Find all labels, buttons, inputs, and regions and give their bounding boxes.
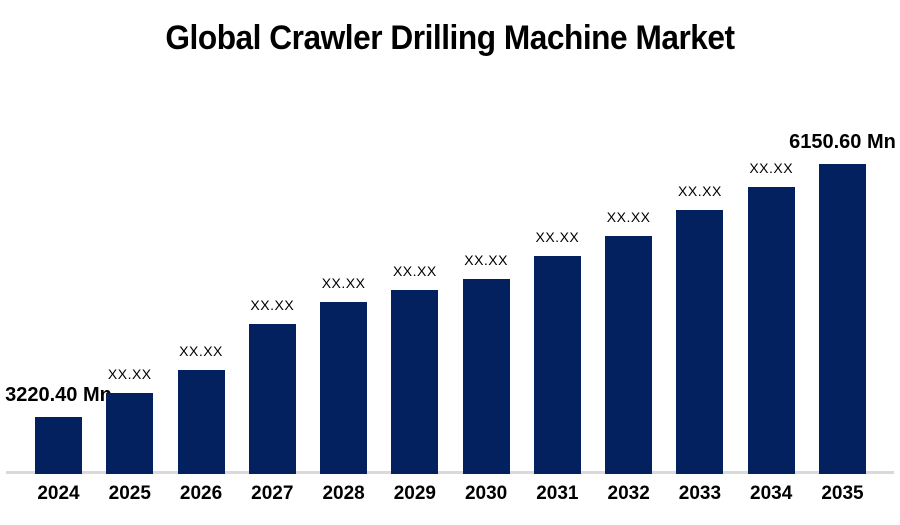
bar-value-label-2026: XX.XX — [179, 343, 223, 359]
bar-value-label-2024: 3220.40 Mn — [5, 384, 112, 406]
chart-title: Global Crawler Drilling Machine Market — [165, 19, 735, 57]
x-axis-label-2035: 2035 — [821, 483, 864, 504]
x-axis-label-2026: 2026 — [179, 483, 223, 504]
plot-area: 3220.40 Mn XX.XX XX.XX XX.XX XX.XX XX.XX XX.XX… — [5, 131, 896, 474]
bar-value-label-2035: 6150.60 Mn — [789, 131, 896, 153]
x-axis-label-2025: 2025 — [108, 483, 151, 504]
bar-2031 — [533, 256, 581, 474]
bar-2026 — [177, 370, 225, 474]
bar-value-label-2032: XX.XX — [606, 209, 651, 225]
x-axis-label-2027: 2027 — [251, 483, 294, 504]
bar-2035 — [818, 164, 866, 474]
x-axis-label-2033: 2033 — [678, 483, 722, 504]
x-axis-label-2034: 2034 — [750, 483, 793, 504]
x-axis-line — [6, 471, 894, 474]
x-axis-label-2032: 2032 — [607, 483, 650, 504]
bar-value-label-2033: XX.XX — [678, 183, 722, 199]
bar-2030 — [462, 279, 510, 474]
bar-value-label-2028: XX.XX — [321, 275, 366, 291]
x-axis-label-2028: 2028 — [322, 483, 365, 504]
x-axis-label-2029: 2029 — [393, 483, 436, 504]
bar-2025 — [106, 393, 154, 474]
bar-2029 — [391, 290, 439, 474]
x-axis-label-2024: 2024 — [37, 483, 80, 504]
bar-value-label-2034: XX.XX — [749, 160, 794, 176]
bar-2032 — [605, 236, 653, 474]
bar-value-label-2027: XX.XX — [250, 297, 295, 313]
bar-2028 — [320, 302, 368, 474]
bar-2033 — [676, 210, 724, 474]
bar-value-label-2030: XX.XX — [464, 252, 508, 268]
bar-value-label-2025: XX.XX — [107, 366, 152, 382]
bar-value-label-2029: XX.XX — [392, 263, 437, 279]
bar-2034 — [747, 187, 795, 474]
bar-value-label-2031: XX.XX — [535, 229, 580, 245]
bar-2027 — [248, 324, 296, 474]
x-axis-label-2031: 2031 — [536, 483, 579, 504]
bar-2024 — [35, 417, 82, 474]
x-axis-label-2030: 2030 — [464, 483, 508, 504]
